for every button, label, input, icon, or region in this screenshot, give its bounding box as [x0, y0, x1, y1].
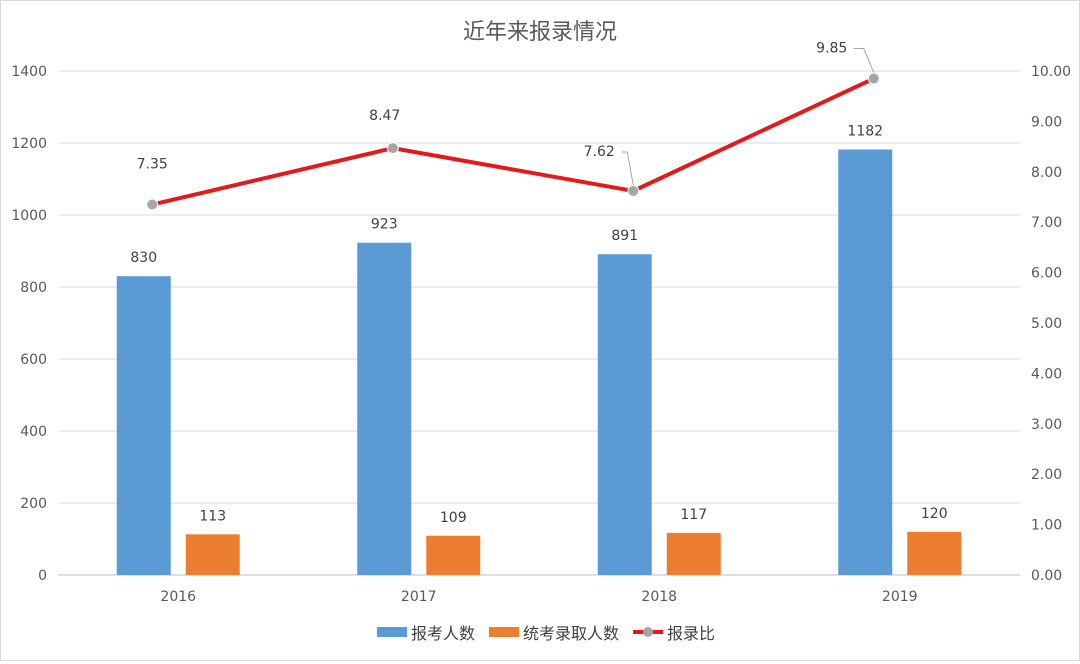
ratio-line-layer: 7.35 8.47 7.62 9.85	[137, 41, 880, 211]
x-tick-label: 2016	[160, 589, 196, 605]
legend-label: 报考人数	[411, 624, 475, 643]
bar-2017-1	[357, 242, 412, 575]
right-tick-label: 0.00	[1031, 568, 1062, 584]
left-tick-label: 400	[20, 424, 47, 440]
bar-data-label: 923	[371, 217, 398, 233]
ratio-line	[151, 76, 875, 207]
x-tick-label: 2018	[641, 589, 677, 605]
bar-data-label: 1182	[847, 123, 883, 139]
ratio-point	[627, 184, 640, 197]
chart-title: 近年来报录情况	[463, 20, 617, 45]
legend: 报考人数 统考录取人数 报录比	[377, 624, 715, 643]
bar-data-label: 117	[680, 507, 707, 523]
bar-2019-1	[838, 149, 893, 576]
right-tick-label: 6.00	[1031, 266, 1062, 282]
bars	[116, 149, 962, 576]
bar-data-label: 109	[440, 510, 467, 526]
legend-swatch	[377, 627, 407, 637]
legend-marker	[643, 627, 653, 637]
ratio-data-label: 7.62	[584, 144, 615, 160]
right-tick-label: 5.00	[1031, 316, 1062, 332]
bar-data-label: 830	[130, 250, 157, 266]
label-leader-line	[853, 48, 875, 73]
ratio-data-label: 9.85	[816, 41, 847, 57]
legend-label: 统考录取人数	[523, 624, 619, 643]
right-tick-label: 8.00	[1031, 165, 1062, 181]
ratio-data-label: 7.35	[137, 157, 168, 173]
left-axis-ticks: 0 200 400 600 800 1000 1200 1400	[11, 64, 47, 584]
bar-2018-1	[597, 254, 652, 576]
right-tick-label: 3.00	[1031, 417, 1062, 433]
bar-data-label: 891	[611, 228, 638, 244]
gridlines	[58, 70, 1020, 576]
bar-2019-2	[907, 531, 962, 575]
left-tick-label: 600	[20, 352, 47, 368]
right-tick-label: 7.00	[1031, 215, 1062, 231]
left-tick-label: 1400	[11, 64, 47, 80]
bar-2017-2	[426, 535, 481, 575]
bar-2016-1	[116, 276, 171, 575]
right-tick-label: 4.00	[1031, 366, 1062, 382]
left-tick-label: 0	[38, 568, 47, 584]
bar-data-labels: 830 923 891 1182 113 109 117 120	[130, 123, 947, 525]
ratio-point	[867, 72, 880, 85]
right-tick-label: 9.00	[1031, 114, 1062, 130]
x-axis-ticks: 2016 2017 2018 2019	[160, 589, 917, 605]
x-tick-label: 2017	[401, 589, 437, 605]
left-tick-label: 1000	[11, 208, 47, 224]
right-tick-label: 10.00	[1031, 64, 1071, 80]
bar-2018-2	[666, 532, 721, 575]
right-tick-label: 2.00	[1031, 467, 1062, 483]
left-tick-label: 800	[20, 280, 47, 296]
x-tick-label: 2019	[882, 589, 918, 605]
bar-2016-2	[185, 534, 240, 575]
left-tick-label: 200	[20, 496, 47, 512]
legend-swatch	[489, 627, 519, 637]
legend-label: 报录比	[667, 624, 715, 643]
bar-data-label: 113	[199, 508, 226, 524]
label-leader-line	[621, 151, 634, 186]
bar-data-label: 120	[921, 506, 948, 522]
ratio-point	[146, 198, 159, 211]
ratio-data-label: 8.47	[369, 108, 400, 124]
ratio-point	[386, 142, 399, 155]
right-tick-label: 1.00	[1031, 518, 1062, 534]
left-tick-label: 1200	[11, 136, 47, 152]
right-axis-ticks: 0.00 1.00 2.00 3.00 4.00 5.00 6.00 7.00 8.00 9.00…	[1031, 64, 1071, 584]
